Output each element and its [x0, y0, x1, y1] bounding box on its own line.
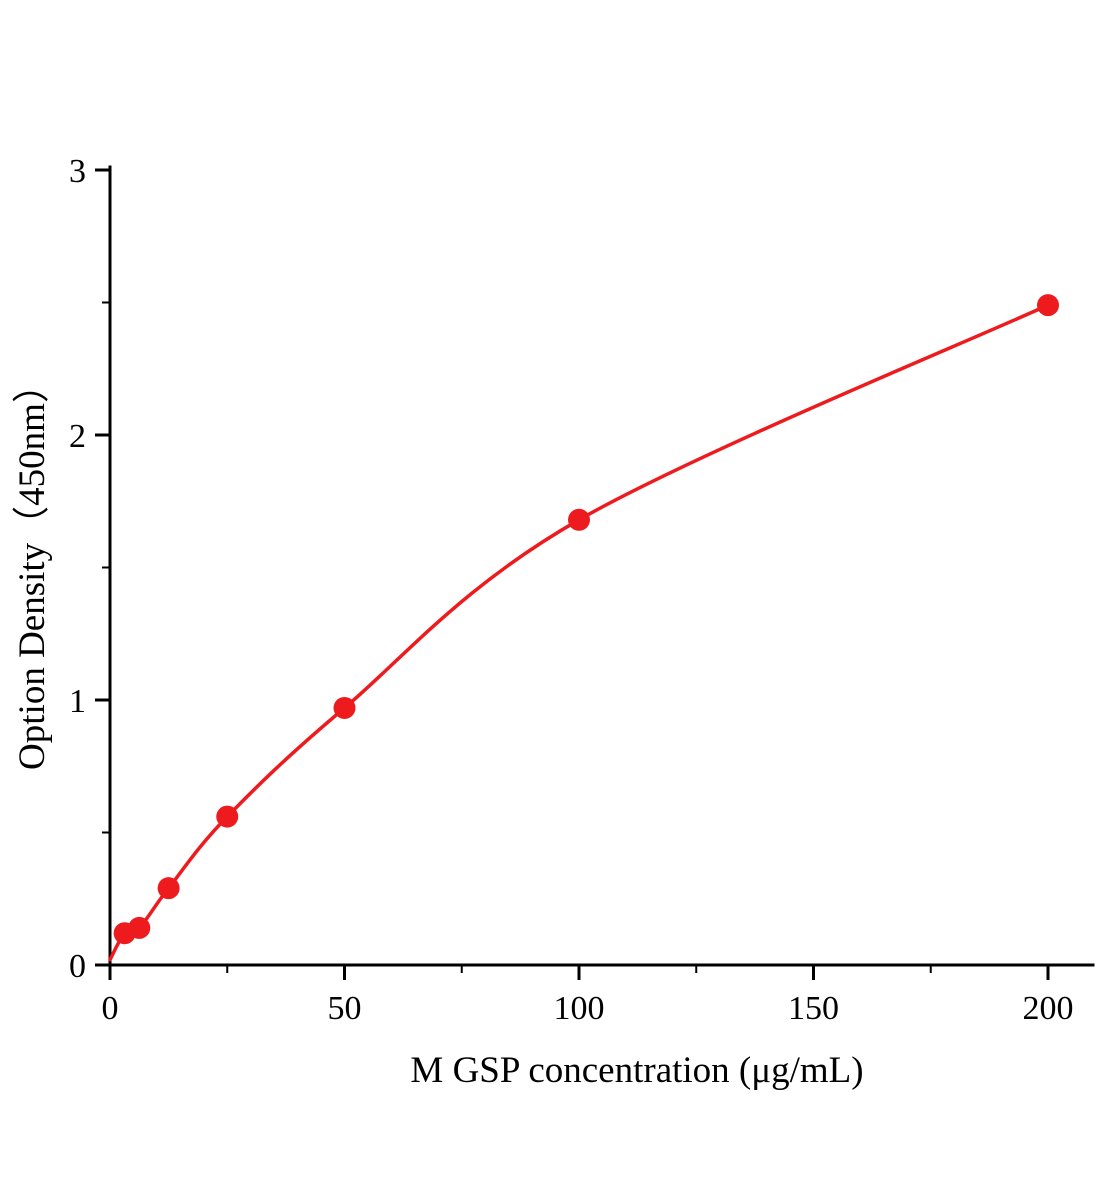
data-point	[216, 805, 239, 828]
y-tick-label: 3	[69, 153, 86, 190]
y-tick-label: 2	[69, 418, 86, 455]
data-point	[128, 916, 151, 939]
plot-area: 0 50 100 150 200 0 1 2 3	[69, 153, 1095, 1027]
y-tick-label: 1	[69, 683, 86, 720]
data-point	[157, 877, 180, 900]
x-tick-label: 50	[328, 990, 362, 1027]
y-axis-label: Option Density（450nm）	[12, 366, 53, 770]
standard-curve-line	[108, 303, 1050, 962]
data-point	[1037, 294, 1059, 317]
y-tick-label: 0	[69, 948, 86, 985]
x-tick-label: 0	[102, 990, 119, 1027]
x-tick-label: 100	[554, 990, 605, 1027]
x-tick-label: 150	[788, 990, 839, 1027]
x-tick-label: 200	[1023, 990, 1074, 1027]
x-axis-label: M GSP concentration (μg/mL)	[410, 1050, 863, 1091]
data-point	[568, 508, 590, 531]
data-point	[333, 696, 356, 719]
